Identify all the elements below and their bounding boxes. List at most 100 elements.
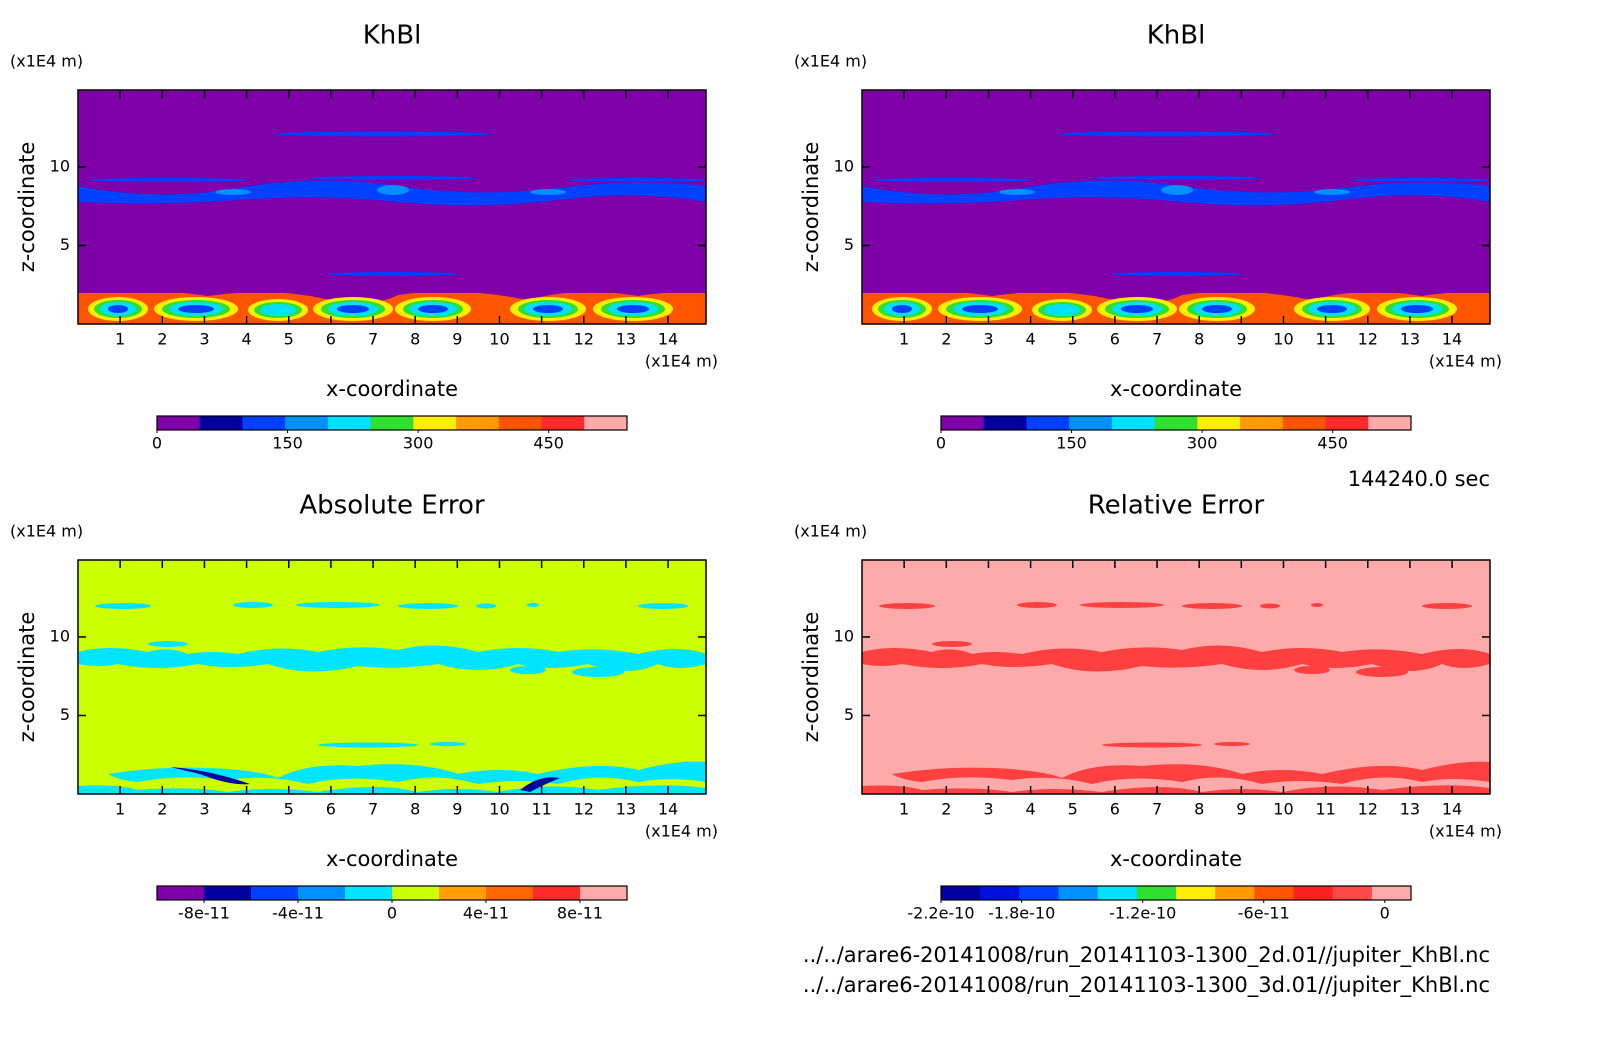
x-tick-label: 9 bbox=[452, 800, 462, 819]
x-tick-label: 1 bbox=[899, 330, 909, 349]
x-tick-label: 9 bbox=[1236, 800, 1246, 819]
colorbar-bin bbox=[486, 886, 534, 900]
x-unit: (x1E4 m) bbox=[1429, 822, 1502, 841]
contour-field bbox=[862, 90, 1492, 324]
colorbar-bin bbox=[1282, 416, 1327, 430]
colorbar-tick-label: 450 bbox=[1317, 434, 1348, 453]
colorbar-bin bbox=[1371, 886, 1412, 900]
x-tick-label: 12 bbox=[1358, 330, 1378, 349]
contour-field bbox=[170, 767, 560, 792]
colorbar-bin bbox=[456, 416, 500, 430]
colorbar-bin bbox=[392, 886, 440, 900]
x-tick-label: 7 bbox=[1152, 330, 1162, 349]
x-tick-label: 13 bbox=[616, 330, 636, 349]
colorbar-tick-label: 0 bbox=[936, 434, 946, 453]
colorbar-tick-label: 4e-11 bbox=[463, 904, 509, 923]
x-tick-label: 7 bbox=[1152, 800, 1162, 819]
x-tick-label: 14 bbox=[1442, 800, 1462, 819]
colorbar-bin bbox=[1097, 886, 1138, 900]
colorbar-bin bbox=[345, 886, 393, 900]
colorbar-bin bbox=[204, 886, 252, 900]
x-tick-label: 6 bbox=[326, 800, 336, 819]
colorbar-tick-label: -1.2e-10 bbox=[1109, 904, 1176, 923]
plot-frame bbox=[861, 89, 1491, 325]
x-tick-label: 2 bbox=[157, 800, 167, 819]
x-unit: (x1E4 m) bbox=[1429, 352, 1502, 371]
colorbar-tick-label: 0 bbox=[387, 904, 397, 923]
colorbar-bin bbox=[1026, 416, 1070, 430]
x-tick-label: 3 bbox=[983, 800, 993, 819]
x-tick-label: 2 bbox=[941, 800, 951, 819]
x-tick-label: 9 bbox=[452, 330, 462, 349]
colorbar-tick-label: -2.2e-10 bbox=[907, 904, 974, 923]
plot-frame bbox=[77, 89, 707, 325]
contour-field bbox=[862, 560, 1490, 794]
x-tick-label: 7 bbox=[368, 330, 378, 349]
y-tick-label: 10 bbox=[834, 156, 854, 175]
x-tick-label: 10 bbox=[489, 800, 509, 819]
colorbar-tick-label: 450 bbox=[533, 434, 564, 453]
x-tick-label: 5 bbox=[284, 330, 294, 349]
colorbar-bin bbox=[1136, 886, 1177, 900]
colorbar-tick-label: -4e-11 bbox=[272, 904, 324, 923]
y-tick-label: 5 bbox=[60, 705, 70, 724]
colorbar-tick-label: 300 bbox=[1187, 434, 1218, 453]
chart-title: Relative Error bbox=[1088, 491, 1265, 521]
colorbar-bin bbox=[413, 416, 457, 430]
chart-title: Absolute Error bbox=[299, 491, 485, 521]
y-tick-label: 10 bbox=[50, 626, 70, 645]
colorbar-bin bbox=[1176, 886, 1216, 900]
colorbar-bin bbox=[327, 416, 372, 430]
x-tick-label: 8 bbox=[1194, 330, 1204, 349]
chart-title: KhBl bbox=[1147, 21, 1206, 51]
colorbar-bin bbox=[1368, 416, 1412, 430]
x-tick-label: 2 bbox=[941, 330, 951, 349]
x-tick-label: 6 bbox=[326, 330, 336, 349]
y-tick-label: 5 bbox=[844, 235, 854, 254]
plot-frame bbox=[861, 559, 1491, 795]
colorbar-bin bbox=[980, 886, 1020, 900]
x-tick-label: 8 bbox=[410, 330, 420, 349]
x-tick-label: 10 bbox=[489, 330, 509, 349]
y-axis-label: z-coordinate bbox=[15, 612, 39, 743]
colorbar-bin bbox=[1058, 886, 1099, 900]
colorbar-bin bbox=[941, 416, 985, 430]
colorbar-bin bbox=[541, 416, 585, 430]
x-tick-label: 12 bbox=[1358, 800, 1378, 819]
x-axis-label: x-coordinate bbox=[1110, 847, 1242, 871]
colorbar-frame bbox=[940, 885, 1412, 901]
x-tick-label: 8 bbox=[1194, 800, 1204, 819]
x-axis-label: x-coordinate bbox=[1110, 377, 1242, 401]
colorbar-bin bbox=[251, 886, 299, 900]
y-unit: (x1E4 m) bbox=[10, 522, 83, 541]
colorbar-tick-label: 0 bbox=[1380, 904, 1390, 923]
colorbar-bin bbox=[439, 886, 487, 900]
y-unit: (x1E4 m) bbox=[10, 52, 83, 71]
plot-frame bbox=[77, 559, 707, 795]
x-unit: (x1E4 m) bbox=[645, 822, 718, 841]
colorbar-tick-label: 300 bbox=[403, 434, 434, 453]
y-axis-label: z-coordinate bbox=[799, 142, 823, 273]
x-tick-label: 1 bbox=[899, 800, 909, 819]
x-tick-label: 4 bbox=[241, 800, 251, 819]
colorbar-bin bbox=[157, 416, 201, 430]
x-tick-label: 5 bbox=[284, 800, 294, 819]
x-tick-label: 4 bbox=[1025, 330, 1035, 349]
colorbar-bin bbox=[1069, 416, 1113, 430]
colorbar-bin bbox=[1325, 416, 1369, 430]
file-path: ../../arare6-20141008/run_20141103-1300_… bbox=[803, 973, 1490, 998]
x-tick-label: 13 bbox=[1400, 330, 1420, 349]
x-tick-label: 13 bbox=[1400, 800, 1420, 819]
x-tick-label: 12 bbox=[574, 330, 594, 349]
x-tick-label: 2 bbox=[157, 330, 167, 349]
colorbar-bin bbox=[983, 416, 1027, 430]
x-axis-label: x-coordinate bbox=[326, 847, 458, 871]
y-axis-label: z-coordinate bbox=[15, 142, 39, 273]
x-axis-label: x-coordinate bbox=[326, 377, 458, 401]
x-tick-label: 3 bbox=[983, 330, 993, 349]
colorbar-tick-label: 150 bbox=[1056, 434, 1087, 453]
colorbar-bin bbox=[1215, 886, 1255, 900]
x-tick-label: 11 bbox=[1315, 800, 1335, 819]
colorbar-bin bbox=[285, 416, 329, 430]
x-tick-label: 1 bbox=[115, 800, 125, 819]
